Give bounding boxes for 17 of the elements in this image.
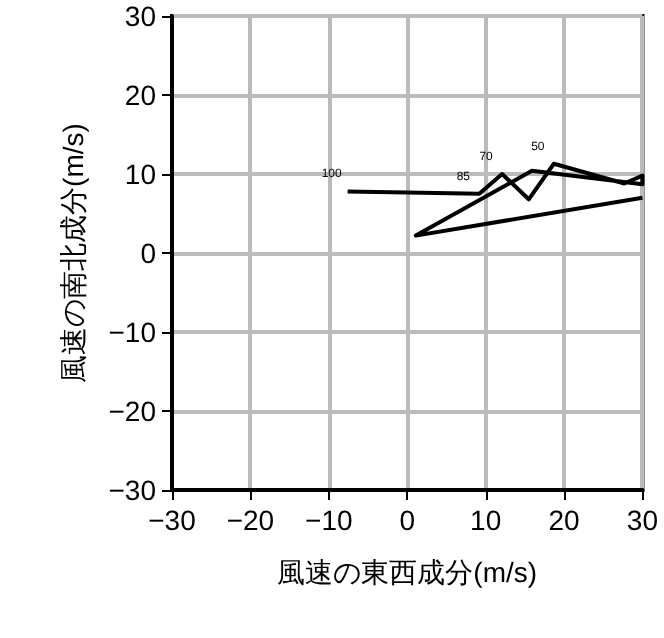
x-tick-label: 20	[548, 504, 581, 536]
y-axis-title: 風速の南北成分(m/s)	[56, 123, 89, 383]
x-axis-title: 風速の東西成分(m/s)	[277, 556, 538, 588]
y-tick-label: −10	[108, 316, 157, 348]
y-tick-label: 10	[124, 158, 157, 190]
x-tick-label: 30	[626, 504, 659, 536]
line-series	[345, 161, 645, 238]
y-tick-label: −20	[108, 395, 157, 427]
y-tick-label: 20	[124, 79, 157, 111]
y-tick-label: 30	[124, 0, 157, 32]
x-tick-label: −20	[226, 504, 275, 536]
y-tick-label: −30	[108, 474, 157, 506]
y-tick-label: 0	[140, 237, 157, 269]
x-tick-label: −30	[148, 504, 197, 536]
x-tick-label: −10	[305, 504, 353, 536]
x-tick-label: 10	[470, 504, 502, 536]
x-tick-label: 0	[399, 504, 416, 536]
